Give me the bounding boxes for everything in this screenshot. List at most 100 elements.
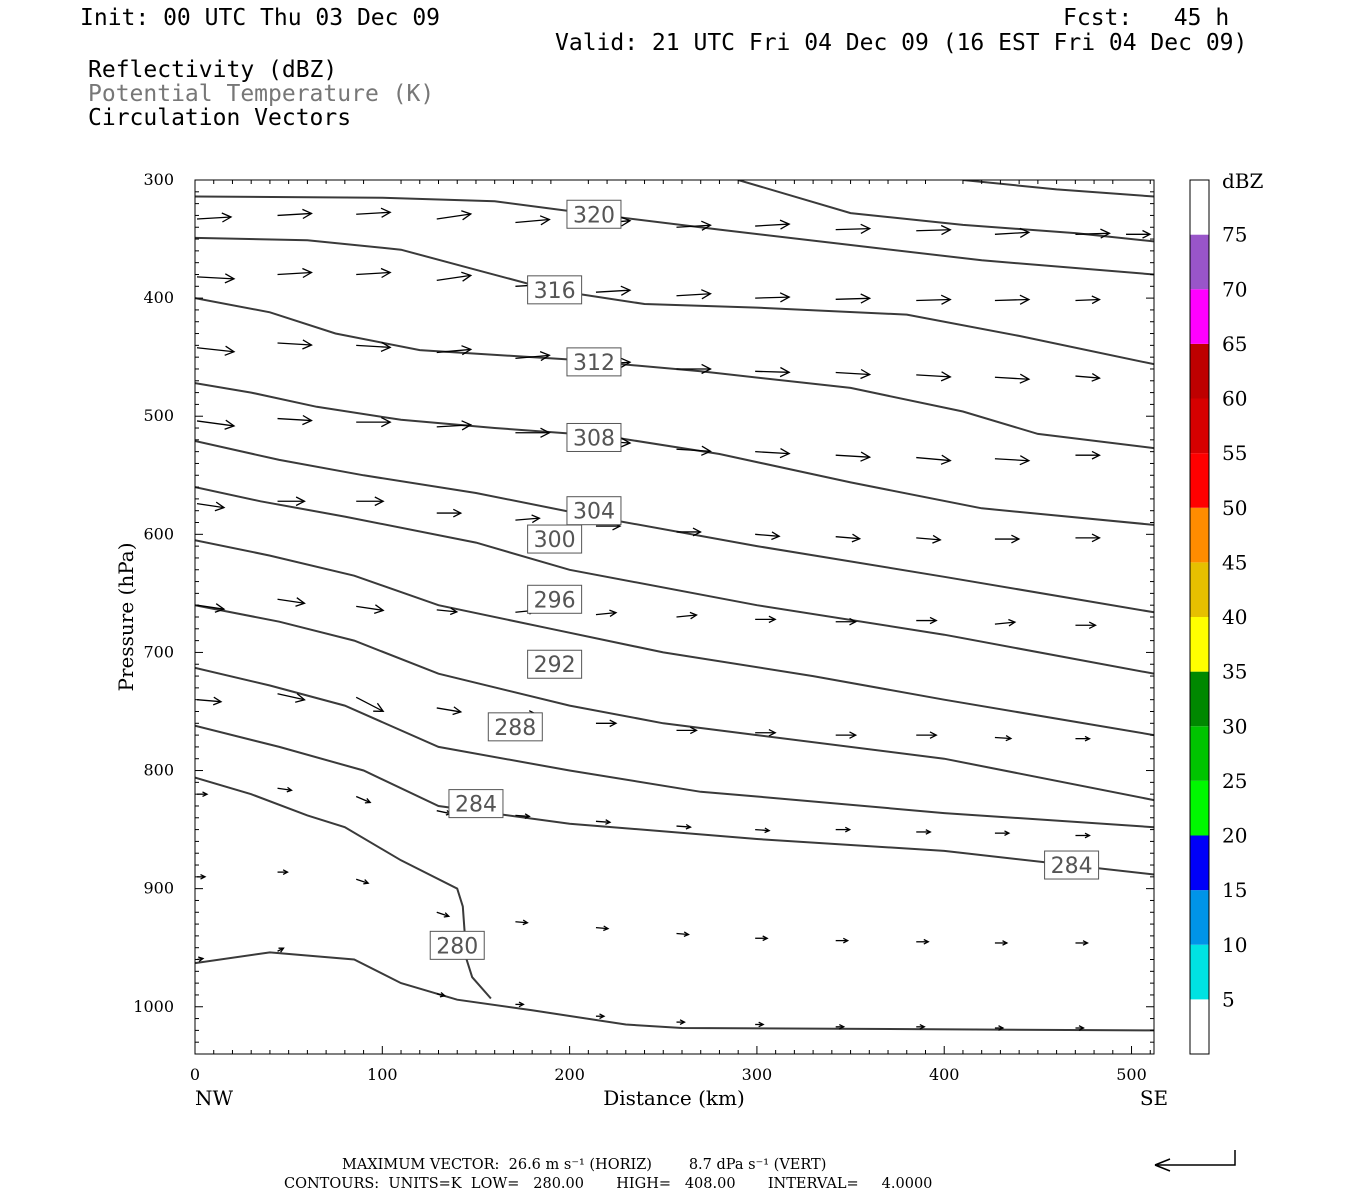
circulation-vector [436,706,463,716]
x-tick-label-0: 0 [190,1065,200,1084]
isentrope-284 [195,724,1154,876]
x-tick-label-200: 200 [554,1065,585,1084]
y-tick-label-700: 700 [143,642,174,661]
circulation-vector [355,795,372,804]
svg-text:296: 296 [534,588,576,613]
circulation-vector [916,294,952,305]
circulation-vector [676,220,712,231]
circulation-vector [994,940,1009,946]
isentrope-312 [195,297,1154,450]
circulation-vector [755,1021,765,1028]
circulation-vector [356,878,370,885]
circulation-vector [755,219,791,230]
x-tick-label-400: 400 [929,1065,960,1084]
circulation-vector [676,363,712,375]
circulation-vector [277,208,313,220]
circulation-vector [916,938,930,945]
circulation-vector [835,617,858,626]
circulation-vector [196,603,226,613]
circulation-vector [835,1024,846,1030]
circulation-vector [595,719,618,728]
circulation-vector [835,293,872,304]
circulation-vector [676,823,692,830]
contour-label-288: 288 [487,712,543,742]
circulation-vector [356,341,392,352]
y-axis-title: Pressure (hPa) [114,543,138,692]
x-tick-label-500: 500 [1116,1065,1147,1084]
colorbar-bin [1190,453,1209,508]
colorbar-bin [1190,398,1209,454]
isentrope-328 [962,180,1154,198]
colorbar-level-55: 55 [1222,441,1247,465]
colorbar-bin [1190,234,1209,290]
circulation-vector [916,224,952,236]
circulation-vector [994,618,1017,627]
x-axis-title: Distance (km) [603,1086,745,1110]
circulation-vector [1075,295,1101,305]
svg-text:304: 304 [573,500,615,525]
colorbar-bin [1190,890,1209,945]
isentrope-288 [195,666,1154,829]
circulation-vector [196,419,236,430]
plot-frame [194,179,1155,1055]
circulation-vector [1075,1025,1085,1031]
circulation-vector [515,1001,525,1008]
colorbar-level-40: 40 [1222,605,1247,629]
colorbar-bin [1190,999,1209,1054]
field-reflectivity: Reflectivity (dBZ) [88,57,338,83]
circulation-vector [196,273,236,284]
circulation-vectors [196,207,1152,1031]
contours-note: CONTOURS: UNITS=K LOW= 280.00 HIGH= 408.… [284,1176,933,1192]
circulation-vector [1075,735,1091,742]
circulation-vector [515,514,541,524]
circulation-vector [676,445,712,456]
colorbar-level-5: 5 [1222,987,1235,1011]
circulation-vector [916,1024,926,1030]
colorbar-bin [1190,726,1209,781]
circulation-vector [515,350,551,362]
circulation-vector [755,729,777,737]
circulation-vector [515,813,531,819]
contour-label-312: 312 [566,347,622,377]
contour-label-308: 308 [566,422,622,452]
circulation-vector [755,448,791,459]
colorbar-level-20: 20 [1222,824,1247,848]
circulation-vector [835,451,872,462]
circulation-vector [356,207,392,218]
x-tick-label-300: 300 [742,1065,773,1084]
circulation-vector [835,223,872,234]
colorbar-level-35: 35 [1222,660,1247,684]
circulation-vector [1126,229,1152,239]
reference-vector-icon [1154,1150,1236,1172]
colorbar-level-75: 75 [1222,223,1247,247]
circulation-vector [356,604,385,615]
circulation-vector [356,267,392,279]
isentrope-320 [195,195,1154,276]
circulation-vector [1075,832,1091,839]
circulation-vector [436,345,473,356]
circulation-vector [277,339,313,350]
circulation-vector [277,414,313,426]
circulation-vector [755,827,771,834]
circulation-vector [755,935,769,942]
circulation-vector [595,285,632,296]
circulation-vector [994,373,1031,384]
y-tick-label-500: 500 [143,406,174,425]
circulation-vector [277,786,293,793]
circulation-vector [436,508,463,518]
colorbar-level-30: 30 [1222,714,1247,738]
circulation-vector [994,735,1013,742]
circulation-vector [916,616,938,625]
circulation-vector [436,210,473,221]
colorbar-level-50: 50 [1222,496,1247,520]
svg-text:316: 316 [534,279,576,304]
circulation-vector [277,496,306,507]
y-tick-label-300: 300 [143,170,174,189]
circulation-vector [436,271,473,282]
colorbar-bin [1190,289,1209,344]
circulation-vector [676,1019,686,1025]
circulation-vector [676,289,712,300]
valid-time: Valid: 21 UTC Fri 04 Dec 09 (16 EST Fri … [555,30,1248,56]
circulation-vector [676,931,690,938]
circulation-vector [676,726,698,735]
